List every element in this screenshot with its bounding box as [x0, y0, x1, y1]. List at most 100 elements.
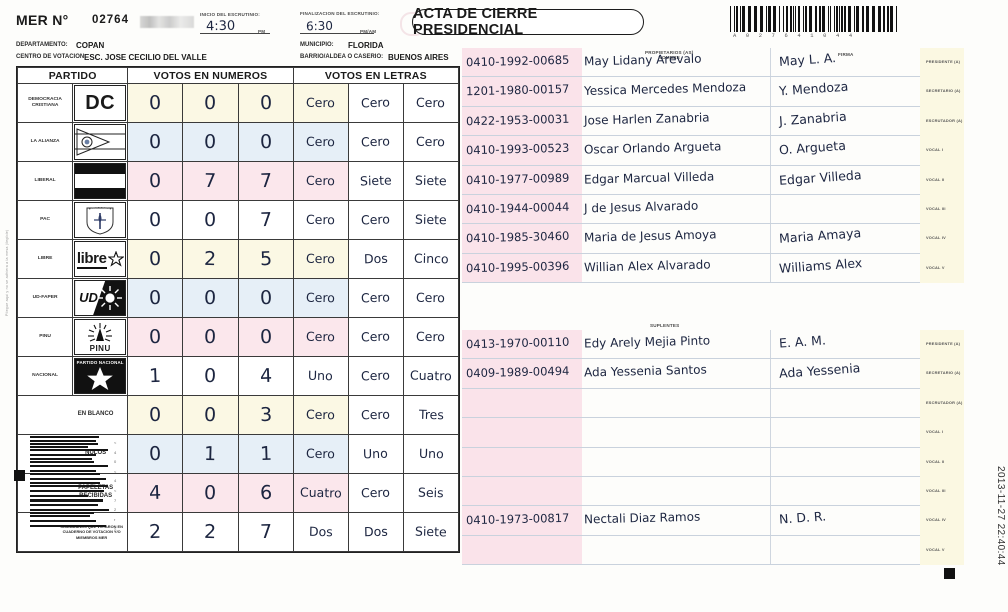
barcode-bar [30, 525, 106, 527]
firma-cell: Williams Alex [770, 253, 921, 284]
vote-word: Cero [306, 328, 336, 345]
vote-word: Cero [306, 94, 336, 111]
vote-digit-cell: 0 [182, 317, 239, 357]
barcode-bar [30, 440, 96, 442]
summary-digit: 0 [204, 481, 217, 505]
member-row: VOCAL III [462, 477, 964, 507]
vote-word-cell: Cero [292, 83, 349, 123]
scan-timestamp: 2013-11-27 22:40:44 [995, 466, 1006, 566]
barcode-bar [30, 443, 98, 445]
member-row: 0422-1953-00031 Jose Harlen Zanabria J. Za… [462, 106, 964, 137]
row-rule [462, 252, 920, 254]
firma-value: Ada Yessenia [778, 360, 861, 382]
barcode-bar [30, 465, 108, 467]
row-rule [462, 164, 920, 166]
col-propietarios-line2: NOMBRE [658, 55, 681, 60]
vote-word-cell: Cero [292, 161, 349, 201]
vote-digit-cell: 0 [237, 317, 294, 357]
role-label: ESCRUTADOR (A) [926, 117, 963, 123]
firma-cell: Edgar Villeda [770, 165, 921, 195]
barcode-left [30, 436, 112, 528]
vote-word: Cero [306, 250, 336, 267]
barcode-bar [30, 482, 100, 484]
identidad-cell: 0413-1970-00110 [462, 330, 582, 360]
identidad-cell: 0410-1973-00817 [462, 506, 582, 536]
summary-digit: 2 [204, 520, 217, 544]
summary-word: Cuatro [299, 484, 342, 501]
identidad-cell: 0410-1993-00523 [462, 136, 582, 166]
firma-cell [770, 418, 921, 448]
member-row: 0410-1977-00989 Edgar Marcual Villeda Edga… [462, 165, 964, 195]
row-rule [462, 282, 920, 284]
party-logo-cell-7: PARTIDO NACIONAL [72, 356, 129, 396]
identidad-cell: 0410-1977-00989 [462, 165, 582, 195]
vote-digit: 0 [259, 325, 272, 349]
member-row: 1201-1980-00157 Yessica Mercedes Mendoza Y… [462, 77, 964, 107]
barcode-bar [740, 6, 741, 32]
summary-row: EN BLANCO 0 0 3 Cero Cero Tres [16, 395, 460, 435]
tse-logo [140, 16, 194, 28]
summary-row: NULOS011CeroUnoUno [16, 434, 460, 474]
row-rule [462, 193, 920, 195]
barcode-bar [768, 6, 771, 32]
barcode-bar [844, 6, 846, 32]
alianza-logo [74, 124, 127, 160]
summary-digit-cell: 0 [182, 473, 239, 513]
identidad-cell: 1201-1980-00157 [462, 77, 582, 107]
identidad-cell: 0410-1985-30460 [462, 224, 582, 254]
firma-cell: O. Argueta [770, 136, 921, 166]
vote-digit-cell: 2 [182, 239, 239, 279]
vote-word: Cero [361, 211, 391, 228]
col-firma: FIRMA [838, 52, 854, 57]
vote-digit-cell: 7 [237, 200, 294, 240]
vote-digit: 5 [259, 247, 272, 271]
vote-digit: 1 [148, 364, 162, 388]
nombre-value: Oscar Orlando Argueta [583, 139, 722, 157]
table-row: NACIONAL PARTIDO NACIONAL 1 0 4 Uno Cero Cuatro [16, 356, 460, 396]
vote-digit: 0 [148, 286, 162, 310]
nombre-cell [582, 389, 770, 418]
identidad-value: 0413-1970-00110 [465, 334, 570, 352]
summary-digit: 1 [204, 442, 217, 466]
party-name-7: NACIONAL [16, 356, 74, 396]
vote-word-cell: Cero [292, 200, 349, 240]
member-row: 0410-1973-00817 Nectali Diaz Ramos N. D. R… [462, 506, 964, 536]
nombre-cell [582, 448, 770, 477]
summary-row: PAPELETAS RECIBIDAS 4 0 6 Cuatro Cero Seis [16, 473, 460, 513]
vote-word-cell: Cero [402, 83, 460, 123]
vote-word: Dos [363, 250, 388, 267]
vote-word-cell: Cero [402, 317, 460, 357]
nombre-cell [582, 418, 770, 447]
vote-word-cell: Siete [402, 200, 460, 240]
nombre-cell [582, 477, 770, 506]
party-name-1: LA ALIANZA [16, 122, 74, 162]
identidad-value: 0410-1992-00685 [465, 52, 570, 70]
departamento-label: DEPARTAMENTO: [16, 42, 68, 48]
summary-digit-cell: 0 [127, 395, 184, 435]
role-label: VOCAL I [926, 147, 944, 153]
vote-word-cell: Uno [292, 356, 349, 396]
barcode-bar [30, 473, 100, 475]
summary-digit-cell: 0 [182, 395, 239, 435]
party-rows: DEMOCRACIA CRISTIANA DC 0 0 0 Cero Cero Cero LA … [16, 83, 460, 396]
table-row: LA ALIANZA 0 0 0 Cero Cero Cero [16, 122, 460, 162]
vote-word: Cero [361, 133, 391, 150]
centro-votacion-label: CENTRO DE VOTACION: [16, 54, 87, 60]
barcode-bar [30, 515, 90, 517]
party-logo-cell-4: libre [72, 239, 129, 279]
nombre-cell: Jose Harlen Zanabria [582, 107, 770, 136]
row-rule [462, 135, 920, 137]
summary-word-cell: Cero [292, 395, 349, 435]
summary-digit-cell: 0 [127, 434, 184, 474]
vote-word: Cero [361, 94, 391, 111]
barcode-left-digits: <4 0 <4 <7 2 r < [114, 440, 117, 532]
nombre-value: Ada Yessenia Santos [583, 362, 707, 380]
vote-digit-cell: 5 [237, 239, 294, 279]
member-row: VOCAL V [462, 535, 964, 566]
centro-votacion-value: ESC. JOSE CECILIO DEL VALLE [84, 53, 207, 62]
member-row: 0410-1993-00523 Oscar Orlando Argueta O. A… [462, 136, 964, 166]
summary-digit: 4 [148, 481, 162, 505]
municipio-label: MUNICIPIO: [300, 42, 334, 48]
vote-digit: 2 [204, 247, 217, 271]
nombre-value: Maria de Jesus Amoya [583, 227, 717, 246]
